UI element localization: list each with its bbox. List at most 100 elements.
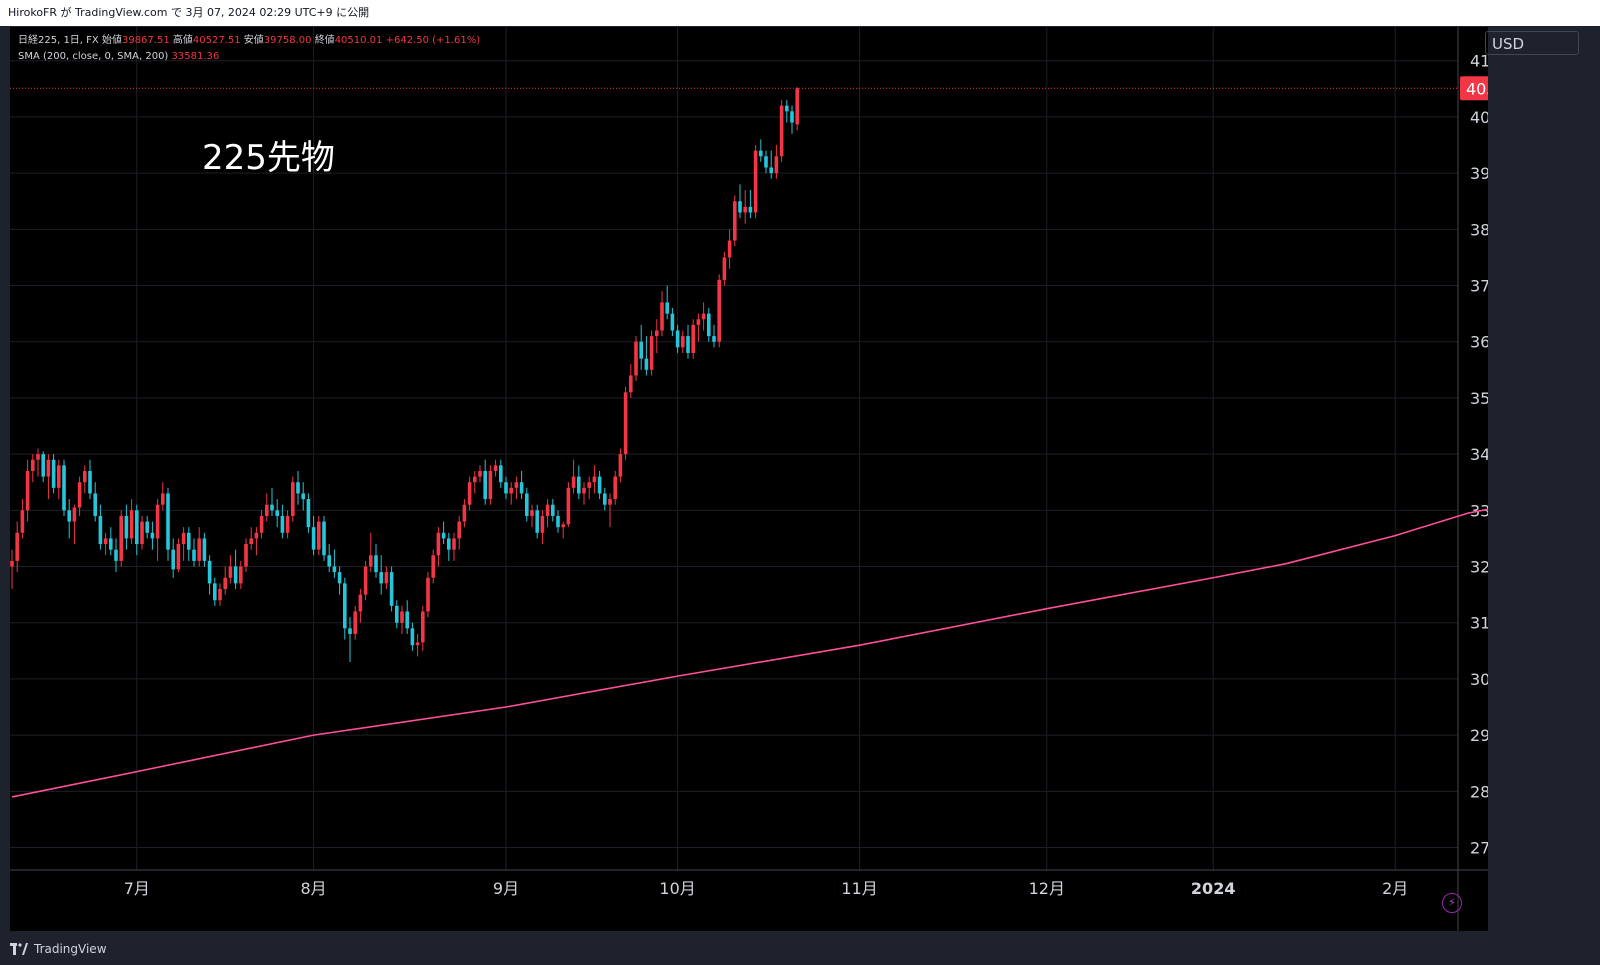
candle-body — [145, 521, 149, 533]
chart-area[interactable]: 27000.00 28000.00 29000.00 30000.00 31000.00… — [10, 27, 1488, 931]
candle-body — [353, 611, 357, 634]
footer-brand: TradingView — [34, 942, 107, 956]
candle-body — [181, 532, 186, 545]
candle-body — [774, 156, 779, 174]
y-tick-label: 39000.00 — [1470, 164, 1488, 183]
legend-high: 40527.51 — [192, 35, 241, 46]
candle-body — [46, 459, 51, 477]
overlay: 40510.01 — [10, 76, 1488, 101]
candle-body — [561, 524, 565, 528]
candle-body — [686, 336, 690, 353]
candle-body — [795, 88, 799, 125]
currency-selector[interactable]: USD — [1485, 31, 1579, 55]
publish-header: HirokoFR が TradingView.com で 3月 07, 2024… — [0, 0, 1600, 26]
candle-body — [51, 459, 56, 488]
x-tick-label: 7月 — [124, 879, 150, 898]
candle-body — [587, 482, 591, 488]
x-tick-label: 8月 — [301, 879, 327, 898]
candle-body — [478, 470, 482, 477]
candle-body — [514, 482, 519, 488]
candle-body — [488, 470, 493, 500]
candle-body — [743, 206, 747, 213]
candle-body — [717, 279, 721, 342]
x-tick-label: 2月 — [1382, 879, 1408, 898]
x-tick-label: 9月 — [493, 879, 519, 898]
x-tick-label: 10月 — [659, 879, 695, 898]
legend-low: 39758.00 — [263, 35, 312, 46]
candle-body — [332, 566, 337, 573]
candle-body — [296, 482, 300, 494]
candle-body — [436, 532, 441, 556]
candle-body — [748, 206, 753, 213]
legend-sma-value: 33581.36 — [171, 51, 220, 62]
legend-sma-row: SMA (200, close, 0, SMA, 200) 33581.36 — [18, 49, 480, 65]
candle-body — [473, 476, 477, 483]
candle-body — [540, 515, 545, 533]
candle-body — [369, 555, 373, 567]
candle-body — [72, 507, 77, 522]
candle-body — [592, 476, 597, 483]
candle-body — [265, 504, 269, 516]
candle-body — [36, 454, 40, 460]
y-tick-label: 29000.00 — [1470, 726, 1488, 745]
candle-body — [571, 476, 576, 488]
sma-line — [11, 508, 1488, 798]
y-tick-label: 41000.00 — [1470, 52, 1488, 71]
tradingview-logo[interactable]: TradingView — [10, 942, 107, 956]
candle-body — [207, 560, 212, 584]
candle-body — [441, 532, 446, 539]
lightning-icon[interactable]: ⚡ — [1442, 893, 1462, 913]
candle-body — [556, 515, 560, 528]
candle-body — [519, 482, 524, 494]
candle-body — [535, 510, 539, 533]
candle-body — [493, 465, 498, 471]
candle-body — [301, 493, 305, 500]
grid-lines — [10, 27, 1458, 870]
candle-body — [483, 470, 487, 500]
candle-body — [665, 302, 669, 314]
candle-body — [400, 611, 404, 623]
candle-body — [597, 476, 602, 494]
candle-body — [525, 493, 529, 516]
candle-body — [582, 487, 586, 494]
candle-body — [77, 482, 82, 508]
y-tick-label: 32000.00 — [1470, 558, 1488, 577]
candle-body — [213, 583, 217, 601]
candle-body — [384, 572, 389, 584]
candle-body — [603, 493, 607, 505]
candle-body — [618, 454, 623, 477]
candle-body — [67, 510, 71, 522]
y-tick-label: 28000.00 — [1470, 782, 1488, 801]
candle-body — [322, 521, 326, 556]
price-chart-svg[interactable]: 27000.00 28000.00 29000.00 30000.00 31000.00… — [10, 27, 1488, 931]
legend-symbol: 日経225, 1日, FX — [18, 35, 99, 46]
candle-body — [249, 538, 253, 545]
candle-body — [202, 538, 207, 561]
candle-body — [244, 544, 248, 567]
candle-body — [395, 605, 399, 623]
candle-body — [254, 532, 259, 539]
x-tick-label: 12月 — [1029, 879, 1065, 898]
candle-body — [462, 504, 467, 522]
candle-body — [727, 240, 732, 258]
candle-body — [223, 577, 227, 589]
candle-body — [681, 336, 685, 348]
footer-bar: TradingView — [0, 931, 1600, 965]
candle-body — [171, 549, 175, 570]
candle-body — [41, 454, 45, 477]
candle-body — [239, 566, 243, 584]
candle-body — [649, 336, 654, 370]
candle-body — [389, 572, 394, 606]
candle-body — [25, 470, 30, 511]
candle-body — [161, 493, 165, 505]
candle-body — [379, 572, 383, 584]
candle-body — [311, 527, 316, 550]
candle-body — [759, 150, 763, 157]
candle-body — [88, 470, 92, 494]
candle-body — [155, 504, 160, 539]
candle-body — [129, 510, 134, 539]
candle-body — [608, 499, 612, 505]
candle-body — [566, 487, 571, 525]
candle-body — [764, 156, 768, 168]
candle-body — [639, 341, 643, 359]
